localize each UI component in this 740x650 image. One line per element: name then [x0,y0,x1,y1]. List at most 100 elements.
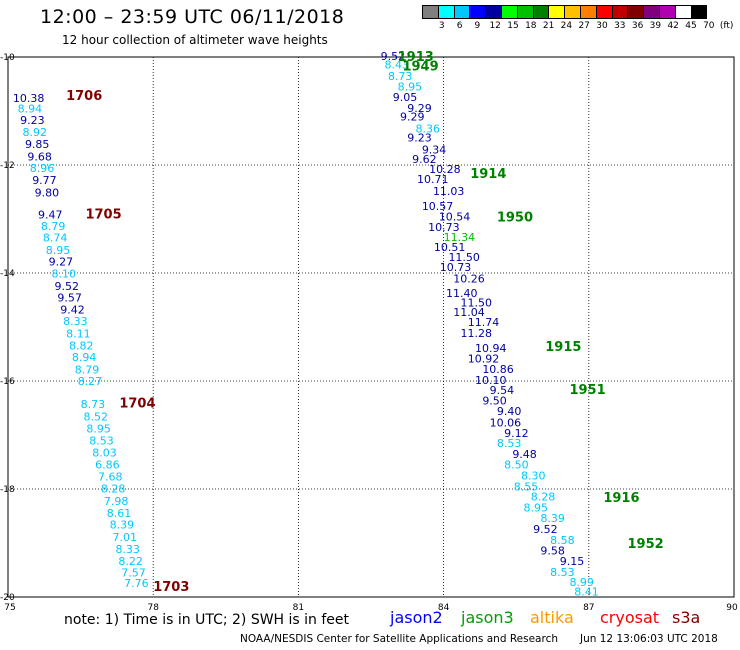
color-scale-label: 21 [542,21,555,31]
x-tick-label: 75 [4,603,15,613]
wave-height-value: 9.40 [497,405,521,418]
pass-number-label: 1703 [153,580,189,595]
wave-height-value: 9.27 [49,256,74,269]
wave-height-value: 8.10 [52,268,76,281]
plot-frame [7,56,735,598]
wave-height-value: 8.58 [550,534,575,547]
wave-height-value: 11.28 [461,327,493,340]
wave-height-value: 6.86 [95,459,120,472]
wave-height-value: 9.29 [400,110,425,123]
y-tick-label: -20 [0,593,15,603]
pass-number-label: 1913 [398,50,434,65]
wave-height-value: 8.03 [92,446,117,459]
wave-height-value: 8.41 [574,586,599,599]
wave-height-value: 8.94 [18,102,43,115]
y-tick-labels: -10 -12 -14 -16 -18 -20 [0,53,15,603]
wave-height-value: 9.57 [57,291,81,304]
wave-height-value: 7.98 [104,495,129,508]
color-scale-label: (ft) [719,21,734,31]
color-scale-labels: 3 6 9 12 15 18 21 24 27 30 33 36 39 42 45 70 (ft) [422,21,740,33]
color-scale-label: 70 [703,21,715,31]
color-scale-label: 27 [578,21,590,31]
wave-height-value: 10.06 [490,417,521,430]
wave-height-value: 11.34 [444,231,476,244]
wave-height-value: 8.43 [385,59,410,72]
pass-number-label: 1949 [402,60,438,75]
wave-height-value: 10.10 [475,374,507,387]
color-scale-swatch [690,5,708,19]
wave-height-labels: 10.388.949.238.929.859.688.969.779.809.4… [13,50,599,599]
legend-item-altika: altika [530,608,574,627]
legend-item-s3a: s3a [672,608,701,627]
wave-height-value: 9.54 [490,384,514,397]
color-scale-label: 15 [507,21,519,31]
wave-height-value: 10.86 [482,363,514,376]
wave-height-value: 8.27 [78,375,103,388]
wave-height-value: 10.28 [429,163,461,176]
wave-height-value: 9.48 [512,448,537,461]
wave-height-value: 9.58 [540,545,565,558]
wave-height-value: 9.29 [407,102,432,115]
wave-height-value: 8.92 [23,126,48,139]
wave-height-value: 9.68 [27,150,52,163]
wave-height-value: 9.62 [412,153,437,166]
wave-height-value: 7.57 [121,567,146,580]
pass-number-label: 1704 [119,397,155,412]
wave-height-value: 8.95 [46,244,71,257]
color-scale-label: 12 [489,21,501,31]
wave-height-value: 8.53 [497,437,521,450]
wave-height-value: 8.39 [110,519,135,532]
wave-height-value: 9.23 [407,131,432,144]
map-title: 12:00 – 23:59 UTC 06/11/2018 [40,6,345,28]
wave-height-value: 10.73 [440,261,472,274]
wave-height-value: 9.23 [20,114,44,127]
wave-height-value: 11.04 [453,306,485,319]
wave-height-value: 10.51 [434,241,466,254]
y-tick-label: -18 [0,485,15,495]
color-scale-label: 45 [685,21,697,31]
wave-height-value: 8.28 [101,482,126,495]
wave-height-value: 8.53 [550,566,575,579]
wave-height-value: 8.73 [81,398,106,411]
wave-height-value: 8.99 [569,576,594,589]
color-scale-label: 3 [438,21,445,31]
wave-height-value: 7.76 [124,577,149,590]
wave-height-value: 9.85 [25,138,50,151]
wave-height-value: 8.95 [523,501,548,514]
y-tick-label: -16 [0,377,15,387]
wave-height-value: 11.03 [433,185,465,198]
pass-number-label: 1952 [628,537,664,552]
wave-height-value: 8.95 [86,423,111,436]
wave-height-value: 10.92 [468,352,500,365]
wave-height-value: 10.94 [475,342,507,355]
wave-height-value: 10.54 [439,210,471,223]
generation-timestamp: Jun 12 13:06:03 UTC 2018 [580,633,718,645]
wave-height-value: 9.47 [38,209,63,222]
pass-number-label: 1705 [85,208,121,223]
map-subtitle: 12 hour collection of altimeter wave hei… [62,33,328,47]
color-scale-label: 9 [474,21,481,31]
wave-height-value: 9.34 [422,143,447,156]
wave-height-value: 8.79 [75,364,100,377]
wave-height-value: 10.57 [422,200,454,213]
y-tick-label: -10 [0,53,15,63]
wave-height-value: 8.74 [43,231,68,244]
color-scale-label: 33 [614,21,626,31]
x-tick-label: 90 [726,603,738,613]
legend-item-jason3: jason3 [461,608,514,627]
wave-height-value: 8.50 [504,459,528,472]
grid-lines [8,57,734,597]
wave-height-value: 7.68 [98,471,123,484]
color-scale-label: 30 [596,21,608,31]
wave-height-value: 8.11 [66,327,91,340]
legend-item-cryosat: cryosat [600,608,660,627]
wave-height-value: 8.73 [388,70,413,83]
wave-height-value: 10.71 [417,173,449,186]
wave-height-value: 9.05 [393,91,418,104]
pass-number-label: 1950 [497,210,533,225]
color-scale-label: 6 [456,21,463,31]
wave-height-value: 10.38 [13,92,45,105]
wave-height-value: 8.36 [416,122,441,135]
